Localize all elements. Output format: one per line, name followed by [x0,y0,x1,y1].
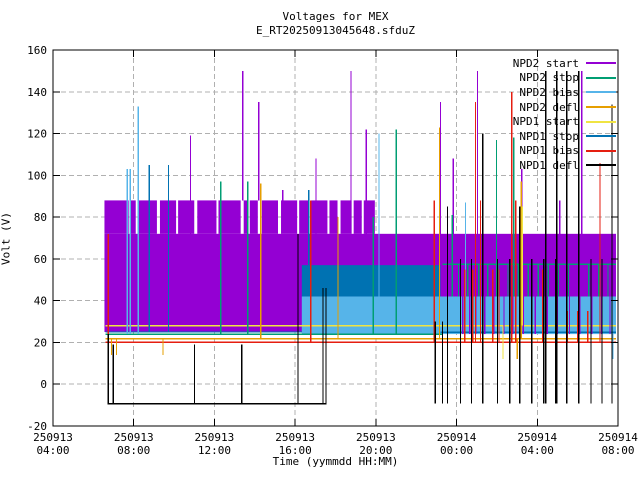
series-band [261,200,278,234]
y-tick-label: 40 [34,295,47,308]
series-band [243,200,248,234]
series-band [353,200,362,234]
legend-row: NPD1 start [498,114,616,129]
x-tick-date: 250913 [275,431,315,444]
series-band [197,200,217,234]
x-tick-time: 04:00 [36,444,69,457]
y-tick-label: 0 [40,378,47,391]
x-tick-time: 08:00 [117,444,150,457]
legend-row: NPD2 defl [498,100,616,115]
x-tick-date: 250913 [195,431,235,444]
y-tick-label: 160 [27,44,47,57]
x-tick-time: 00:00 [440,444,473,457]
legend-label: NPD1 stop [519,129,579,143]
legend-label: NPD1 defl [519,158,579,172]
plot-frame [52,49,619,427]
legend-row: NPD2 stop [498,71,616,86]
x-tick-date: 250913 [114,431,154,444]
y-tick-label: 140 [27,86,47,99]
x-tick-time: 12:00 [198,444,231,457]
legend-line-sample [586,91,616,94]
legend-line-sample [586,106,616,109]
legend-label: NPD1 bias [519,144,579,158]
series-band [130,200,136,234]
legend-row: NPD2 bias [498,85,616,100]
series-band [301,296,616,335]
x-axis-label: Time (yymmdd HH:MM) [272,455,399,468]
series-band [137,200,157,234]
x-tick-date: 250913 [33,431,73,444]
series-band [178,200,195,234]
series-band [301,265,441,297]
series-band [329,200,338,234]
series-band [299,200,310,234]
x-tick-date: 250914 [437,431,477,444]
series-band [104,200,129,234]
legend-label: NPD2 bias [519,85,579,99]
x-tick-date: 250914 [517,431,557,444]
x-tick-time: 08:00 [601,444,634,457]
legend-line-sample [586,76,616,79]
legend-row: NPD2 start [498,56,616,71]
chart-subtitle: E_RT20250913045648.sfduZ [256,24,415,37]
y-tick-label: 20 [34,336,47,349]
legend-row: NPD1 bias [498,144,616,159]
y-tick-label: -20 [27,420,47,433]
series-band [311,200,328,234]
legend: NPD2 start NPD2 stop NPD2 bias NPD2 defl NPD… [498,56,616,173]
y-tick-label: 100 [27,169,47,182]
x-tick-time: 16:00 [279,444,312,457]
legend-label: NPD2 start [512,56,579,70]
legend-line-sample [586,135,616,138]
legend-line-sample [586,164,616,167]
y-tick-label: 120 [27,128,47,141]
y-tick-label: 80 [34,211,47,224]
legend-line-sample [586,149,616,152]
series-band [281,200,298,234]
legend-label: NPD2 stop [519,71,579,85]
x-tick-date: 250914 [598,431,638,444]
series-band [249,200,258,234]
legend-row: NPD1 stop [498,129,616,144]
legend-line-sample [586,62,616,65]
y-tick-label: 60 [34,253,47,266]
legend-row: NPD1 defl [498,158,616,173]
x-tick-time: 20:00 [359,444,392,457]
series-band [363,200,375,234]
legend-line-sample [586,120,616,123]
x-tick-time: 04:00 [521,444,554,457]
series-band [340,200,352,234]
series-band [218,200,241,234]
chart-title: Voltages for MEX [282,10,389,23]
legend-label: NPD1 start [512,115,579,129]
legend-label: NPD2 defl [519,100,579,114]
x-tick-date: 250913 [356,431,396,444]
